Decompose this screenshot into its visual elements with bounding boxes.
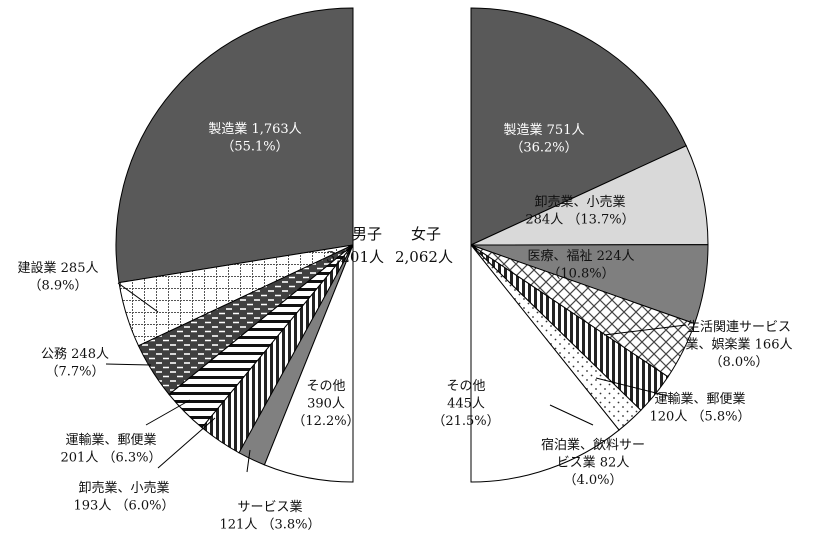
label-female-医療-福祉: 医療、福祉 224人 （10.8%） [528,249,635,282]
label-female-生活関連サービス業-娯楽業: 生活関連サービス業、娯楽業 166人 （8.0%） [686,320,793,370]
slice-male-製造業 [115,7,354,284]
total-label-male: 3,201人 [326,248,384,266]
slice-male-その他 [263,244,354,483]
slice-labels: 製造業 1,763人 （55.1%） 建設業 285人 （8.9%） 公務 248人 （7… [18,121,793,533]
label-line-female-その他-2: （21.5%） [432,414,499,429]
label-line-male-運輸業-郵便業-0: 運輸業、郵便業 [65,432,156,448]
label-line-male-その他-1: 390人 [307,397,345,412]
center-label-male: 男子 [352,225,382,243]
label-line-female-生活関連サービス業-娯楽業-2: （8.0%） [709,355,768,370]
label-male-製造業: 製造業 1,763人 （55.1%） [208,121,301,155]
label-line-male-サービス業-0: サービス業 [237,499,302,515]
leader-line-female-宿泊業-飲料サービス業 [549,404,594,426]
label-male-卸売業-小売業: 卸売業、小売業 193人 （6.0%） [74,480,175,514]
label-line-female-その他-1: 445人 [447,397,485,412]
label-male-建設業: 建設業 285人 （8.9%） [18,260,99,294]
label-line-male-公務-1: （7.7%） [45,365,104,380]
leader-line-male-サービス業 [246,449,251,473]
leader-line-male-運輸業-郵便業 [145,399,191,426]
leader-line-female-生活関連サービス業-娯楽業 [603,324,687,336]
label-line-female-宿泊業-飲料サービス業-1: ビス業 82人 [557,455,630,471]
center-label-female: 女子 [411,225,441,243]
total-label-female: 2,062人 [395,248,453,266]
label-line-female-製造業-1: （36.2%） [510,141,577,156]
label-line-female-卸売業-小売業-1: 284人 （13.7%） [525,213,634,228]
slice-female-製造業 [470,7,687,246]
label-line-male-その他-0: その他 [306,379,345,394]
label-line-female-生活関連サービス業-娯楽業-0: 生活関連サービス [687,320,791,335]
leader-line-male-公務 [105,363,152,366]
label-line-male-サービス業-1: 121人 （3.8%） [220,518,321,533]
pie-chart-female [470,7,709,483]
pie-chart-male [115,7,354,483]
label-line-female-運輸業-郵便業-1: 120人 （5.8%） [650,410,751,425]
label-line-female-医療-福祉-0: 医療、福祉 224人 [528,249,635,264]
label-line-female-医療-福祉-1: （10.8%） [547,267,614,282]
leader-line-female-運輸業-郵便業 [595,377,669,397]
label-line-male-公務-0: 公務 248人 [41,347,109,362]
label-male-その他: その他 390人 （12.2%） [292,379,359,429]
label-line-male-建設業-1: （8.9%） [28,279,87,294]
label-male-公務: 公務 248人 （7.7%） [41,347,109,380]
label-line-female-生活関連サービス業-娯楽業-1: 業、娯楽業 166人 [686,337,793,353]
label-female-宿泊業-飲料サービス業: 宿泊業、飲料サービス業 82人 （4.0%） [541,437,645,488]
leader-line-male-卸売業-小売業 [157,417,216,469]
label-female-製造業: 製造業 751人 （36.2%） [504,122,585,156]
leader-line-male-建設業 [117,282,159,313]
label-line-female-宿泊業-飲料サービス業-2: （4.0%） [563,473,622,488]
label-line-male-その他-2: （12.2%） [292,414,359,429]
center-hole [360,193,464,297]
label-line-female-宿泊業-飲料サービス業-0: 宿泊業、飲料サー [541,437,645,453]
label-line-female-卸売業-小売業-0: 卸売業、小売業 [534,194,625,210]
label-line-female-その他-0: その他 [446,379,485,394]
slice-female-その他 [470,243,620,483]
label-line-male-運輸業-郵便業-1: 201人 （6.3%） [61,451,162,466]
label-male-運輸業-郵便業: 運輸業、郵便業 201人 （6.3%） [61,432,162,466]
label-female-運輸業-郵便業: 運輸業、郵便業 120人 （5.8%） [650,391,751,425]
label-female-その他: その他 445人 （21.5%） [432,379,499,429]
label-line-male-卸売業-小売業-1: 193人 （6.0%） [74,499,175,514]
label-line-male-製造業-0: 製造業 1,763人 [208,121,301,137]
label-line-male-製造業-1: （55.1%） [221,140,288,155]
label-line-female-運輸業-郵便業-0: 運輸業、郵便業 [654,391,745,407]
label-line-male-建設業-0: 建設業 285人 [18,260,99,276]
label-line-male-卸売業-小売業-0: 卸売業、小売業 [78,480,169,496]
label-female-卸売業-小売業: 卸売業、小売業 284人 （13.7%） [525,194,634,228]
label-line-female-製造業-0: 製造業 751人 [504,122,585,138]
label-male-サービス業: サービス業 121人 （3.8%） [220,499,321,533]
